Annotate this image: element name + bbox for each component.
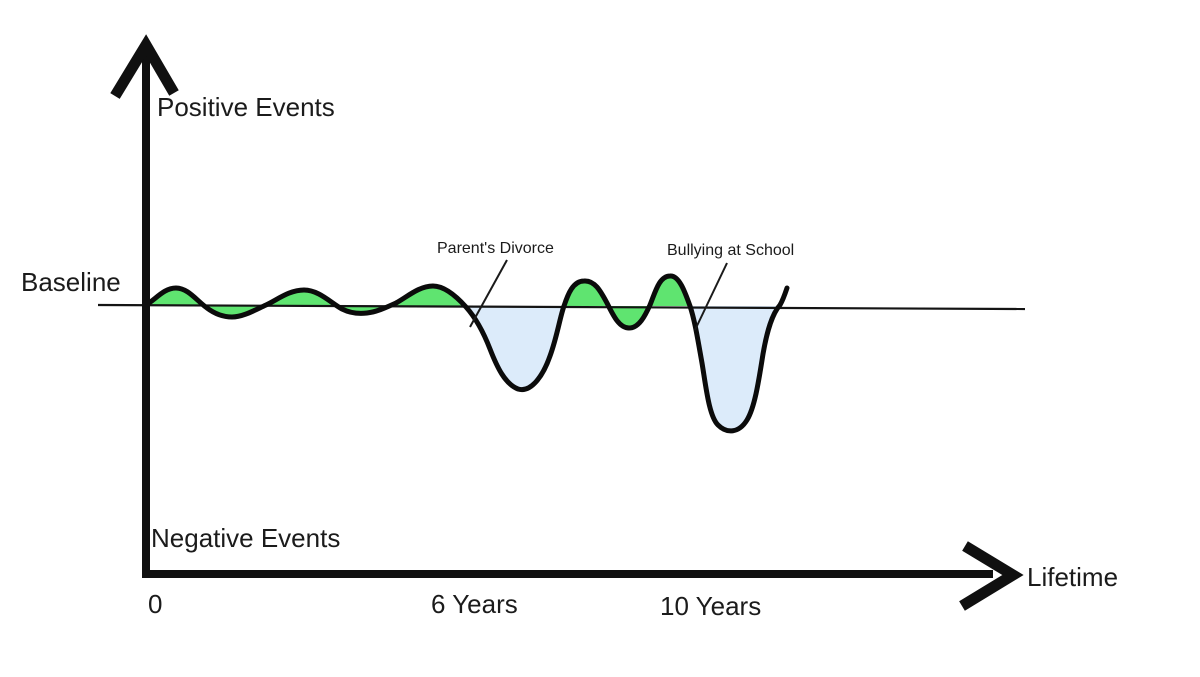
annotation-bullying-at-school: Bullying at School [667, 242, 795, 259]
baseline-label: Baseline [21, 267, 121, 297]
bullying-leader-line [694, 262, 728, 331]
x-tick-0: 0 [148, 589, 163, 619]
x-axis-label: Lifetime [1027, 562, 1119, 592]
x-tick-10-years: 10 Years [660, 591, 762, 621]
parents-divorce-leader-line [469, 259, 508, 328]
annotation-parents-divorce: Parent's Divorce [437, 240, 554, 257]
x-axis-arrowhead-icon [959, 541, 1024, 611]
bullying-dip-fill [690, 305, 780, 431]
minor-fluctuations-fill-left [146, 286, 466, 317]
y-axis-arrowhead-icon [110, 34, 179, 99]
life-events-curve [143, 273, 790, 434]
y-axis-positive-label: Positive Events [157, 92, 335, 122]
minor-fluctuations-fill-middle [564, 275, 690, 328]
y-axis-negative-label: Negative Events [151, 523, 341, 553]
x-tick-6-years: 6 Years [431, 589, 518, 619]
parents-divorce-dip-fill [466, 306, 564, 390]
